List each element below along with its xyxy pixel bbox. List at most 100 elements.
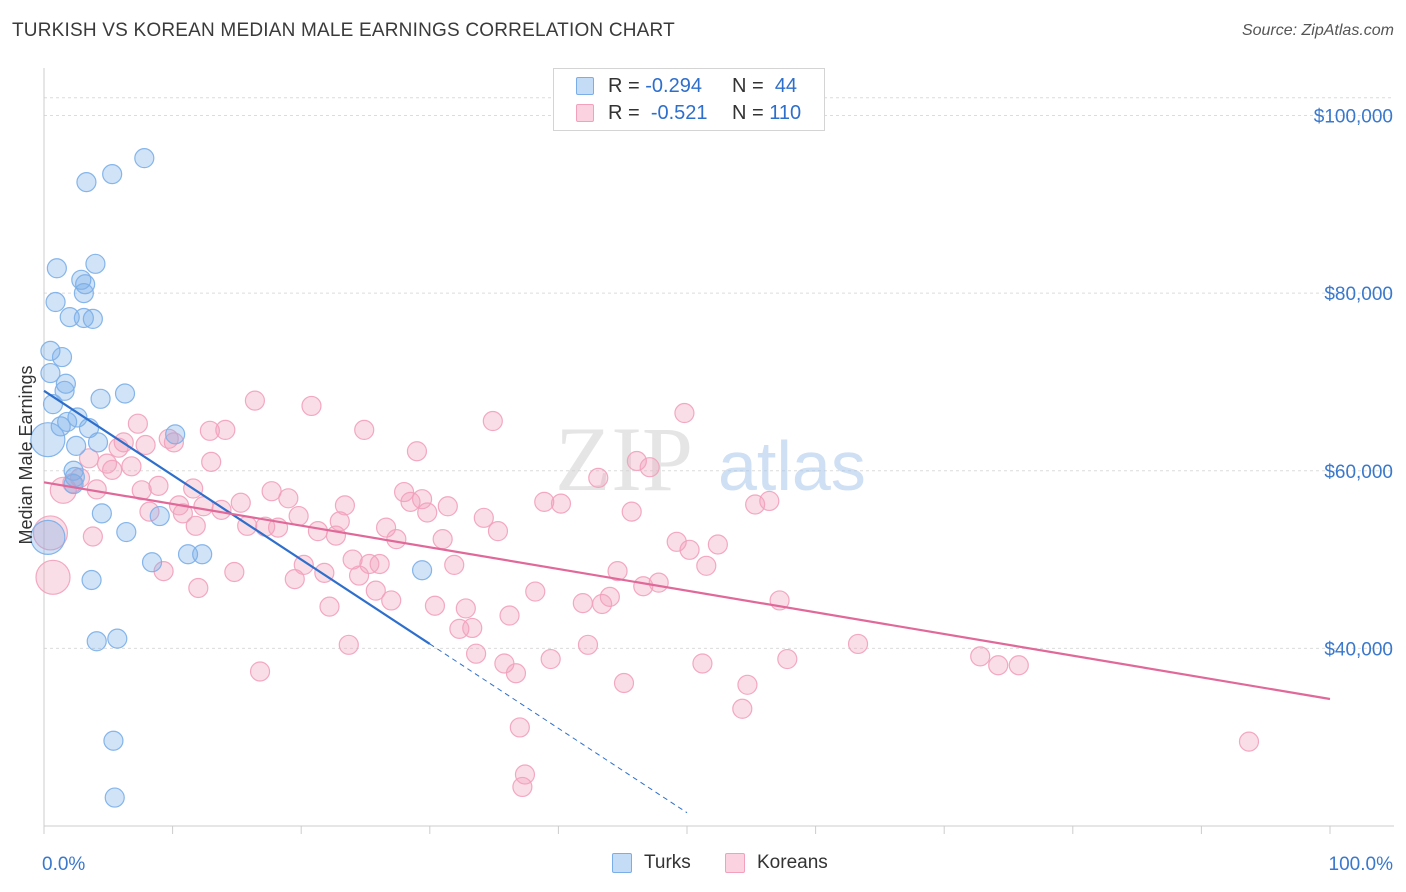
point-turks-43 [411,560,433,581]
point-koreans-65 [424,595,446,616]
point-koreans-100 [679,539,700,560]
point-koreans-96 [639,457,660,478]
point-turks-31 [102,164,123,185]
point-koreans-12 [121,456,142,477]
y-tick-label-0: $40,000 [1324,639,1393,660]
point-koreans-6 [82,526,103,547]
point-turks-9 [54,380,75,401]
point-koreans-53 [354,419,375,441]
trend-line-turks-extension [429,643,688,814]
point-koreans-48 [329,511,350,532]
point-koreans-32 [230,492,251,513]
point-koreans-62 [406,441,428,462]
correlation-legend: R = -0.294 N = 44 R = -0.521 N = 110 [553,68,825,131]
point-koreans-28 [201,451,222,472]
point-koreans-74 [482,410,503,432]
legend-swatch-turks-bottom [612,853,632,873]
point-koreans-104 [732,698,753,719]
watermark: ZIP atlas [555,408,866,510]
point-koreans-101 [692,653,713,674]
point-koreans-34 [244,390,266,411]
y-tick-label-1: $60,000 [1324,462,1393,483]
point-koreans-46 [319,596,340,617]
point-koreans-90 [599,586,620,607]
point-turks-3 [40,362,61,384]
point-koreans-114 [1238,731,1260,752]
point-koreans-22 [172,503,193,524]
legend-n-turks: N = 44 [732,74,798,97]
point-turks-22 [76,172,97,193]
point-koreans-105 [737,674,758,695]
point-turks-5 [45,291,66,313]
source-credit: Source: ZipAtlas.com [1241,22,1394,39]
point-koreans-110 [847,633,869,655]
axis-labels: $40,000 $60,000 $80,000 $100,000 0.0% 100.0% M… [16,107,1393,875]
point-koreans-80 [512,776,533,798]
point-koreans-87 [577,634,599,655]
legend-row-koreans: R = -0.521 N = 110 [576,100,801,126]
x-tick-label-max: 100.0% [1329,854,1394,875]
point-koreans-107 [759,490,780,512]
legend-item-koreans: Koreans [725,852,828,874]
point-koreans-58 [381,590,402,611]
point-koreans-60 [393,481,415,503]
point-turks-29 [90,388,111,409]
point-koreans-59 [386,529,407,550]
point-koreans-86 [572,592,593,614]
point-koreans-49 [334,495,356,516]
point-koreans-13 [127,413,148,434]
trend-lines [43,389,1331,814]
x-tick-label-min: 0.0% [42,854,85,875]
point-koreans-111 [970,646,991,667]
grid-lines [44,97,1394,649]
point-koreans-30 [215,419,236,441]
point-koreans-24 [185,515,206,536]
point-koreans-25 [188,577,209,599]
point-koreans-75 [487,521,509,542]
point-turks-41 [177,544,199,565]
point-turks-38 [141,552,163,573]
point-koreans-16 [139,501,160,522]
legend-n-koreans: N = 110 [732,101,802,124]
point-koreans-64 [417,502,438,523]
point-koreans-91 [607,561,628,582]
point-turks-36 [116,521,137,543]
point-turks-30 [91,503,112,524]
point-turks-27 [86,631,107,652]
point-koreans-41 [288,505,309,527]
point-koreans-35 [249,661,271,682]
legend-label-koreans: Koreans [757,852,828,873]
point-koreans-92 [613,672,635,694]
point-turks-8 [51,346,73,368]
point-koreans-77 [499,605,520,626]
point-turks-28 [87,432,109,453]
point-koreans-79 [509,717,530,738]
point-koreans-42 [293,554,314,576]
point-koreans-71 [462,617,483,639]
point-koreans-103 [707,534,728,555]
point-turks-37 [134,148,155,169]
point-koreans-52 [348,565,370,586]
point-turks-33 [104,787,125,808]
point-koreans-54 [359,553,380,575]
point-turks-26 [85,253,106,274]
legend-row-turks: R = -0.294 N = 44 [576,73,797,99]
point-turks-24 [81,569,102,591]
point-koreans-43 [301,395,322,417]
point-koreans-89 [592,593,613,615]
point-koreans-109 [777,648,798,670]
point-turks-25 [82,308,103,329]
legend-swatch-koreans [576,104,594,122]
point-koreans-85 [550,493,572,514]
point-koreans-66 [432,529,453,550]
point-koreans-55 [365,580,386,601]
legend-r-turks: R = -0.294 [608,74,702,97]
point-turks-6 [46,258,67,279]
point-koreans-84 [540,648,561,670]
watermark-zip: ZIP [555,408,693,510]
point-koreans-27 [199,420,220,441]
point-koreans-56 [369,553,390,575]
point-koreans-93 [621,501,642,522]
point-turks-1 [30,422,66,458]
point-turks-34 [107,628,128,649]
